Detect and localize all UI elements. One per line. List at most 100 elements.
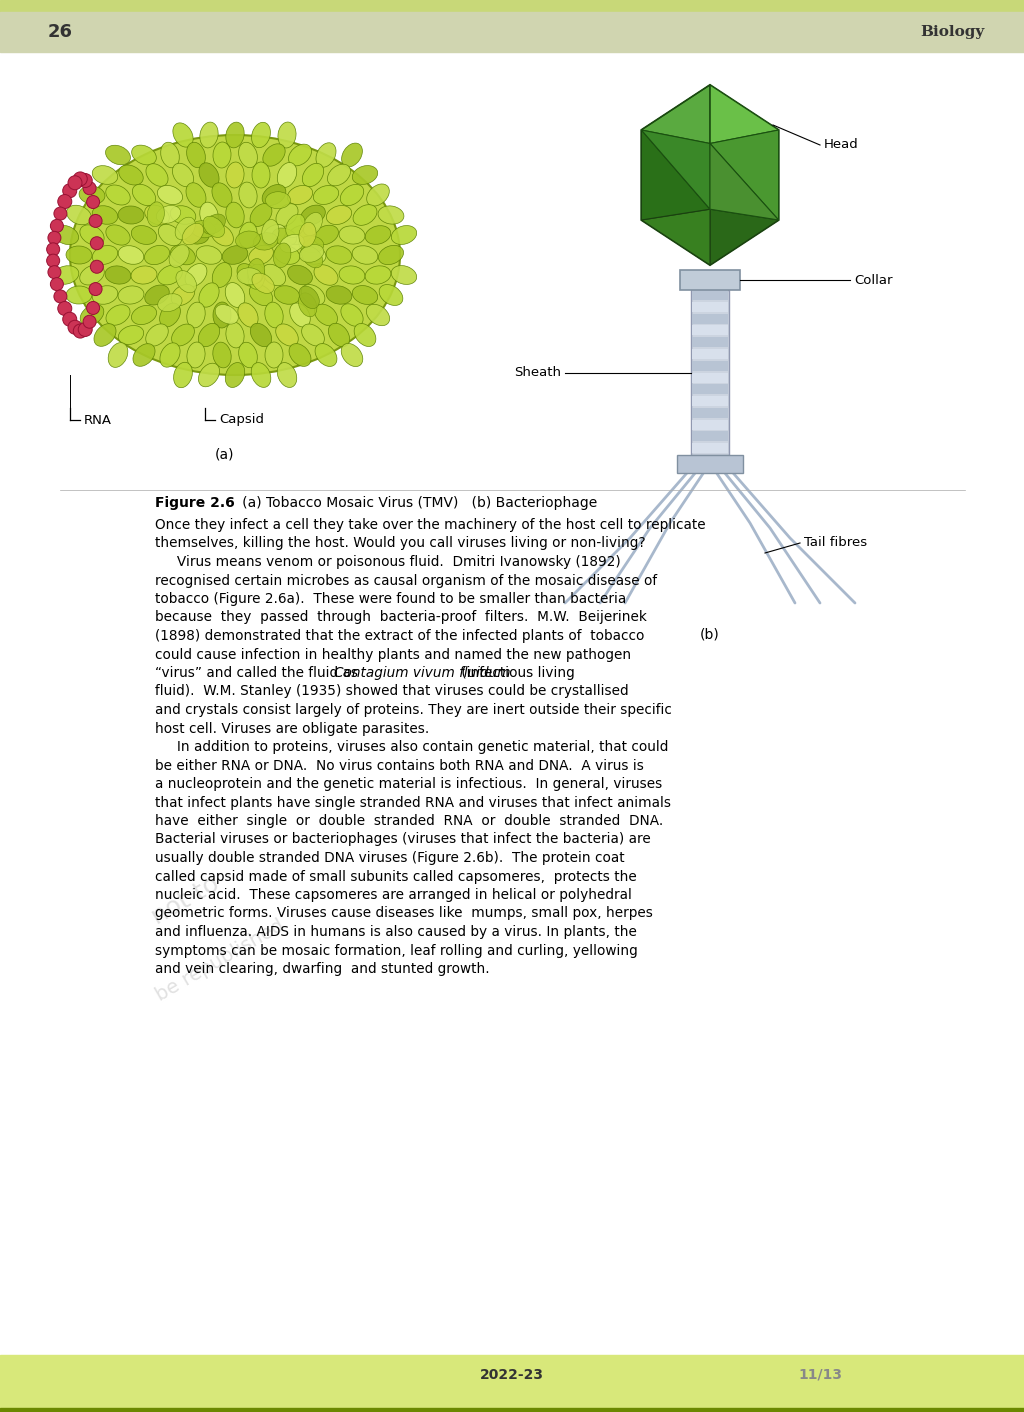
Ellipse shape [274,246,300,264]
Ellipse shape [182,223,204,244]
Ellipse shape [378,206,403,225]
Ellipse shape [160,343,180,367]
Text: Tail fibres: Tail fibres [804,537,867,549]
Text: not to: not to [147,871,223,929]
Ellipse shape [379,285,402,305]
Text: (a) Tobacco Mosaic Virus (TMV)   (b) Bacteriophage: (a) Tobacco Mosaic Virus (TMV) (b) Bacte… [229,496,597,510]
Ellipse shape [147,202,165,227]
Ellipse shape [275,203,298,226]
Ellipse shape [340,185,364,206]
Ellipse shape [92,246,118,264]
Ellipse shape [145,323,168,346]
Polygon shape [641,130,710,220]
Ellipse shape [391,265,417,284]
Ellipse shape [300,246,326,264]
Ellipse shape [252,273,274,294]
Text: have  either  single  or  double  stranded  RNA  or  double  stranded  DNA.: have either single or double stranded RN… [155,813,664,827]
Bar [0,11,1024,52]
Ellipse shape [119,326,143,345]
Bar [677,455,743,473]
Ellipse shape [199,282,219,308]
Ellipse shape [200,202,218,227]
Ellipse shape [342,143,362,167]
Text: symptoms can be mosaic formation, leaf rolling and curling, yellowing: symptoms can be mosaic formation, leaf r… [155,943,638,957]
Circle shape [90,237,103,250]
Ellipse shape [199,162,219,188]
Circle shape [83,182,96,195]
Ellipse shape [172,325,195,346]
Bar [692,373,728,383]
Polygon shape [641,85,778,265]
Text: Virus means venom or poisonous fluid.  Dmitri Ivanowsky (1892): Virus means venom or poisonous fluid. Dm… [155,555,621,569]
Ellipse shape [79,186,104,205]
Text: tobacco (Figure 2.6a).  These were found to be smaller than bacteria: tobacco (Figure 2.6a). These were found … [155,592,627,606]
Polygon shape [641,85,710,144]
Ellipse shape [225,202,244,227]
Ellipse shape [131,265,157,284]
Ellipse shape [252,123,270,148]
Ellipse shape [299,236,324,253]
Text: Contagium vivum fluidum: Contagium vivum fluidum [334,666,510,681]
Circle shape [54,289,67,304]
Circle shape [78,174,92,188]
Bar [692,313,728,323]
Ellipse shape [132,185,156,206]
Ellipse shape [158,265,182,285]
Ellipse shape [131,226,157,244]
Ellipse shape [236,232,260,249]
Ellipse shape [265,342,283,369]
Ellipse shape [176,271,197,292]
Ellipse shape [299,244,324,263]
Circle shape [47,254,59,267]
Bar [0,0,1024,11]
Ellipse shape [288,265,312,285]
Ellipse shape [80,305,103,326]
Polygon shape [710,144,778,220]
Ellipse shape [146,164,168,186]
Ellipse shape [329,323,349,347]
Text: and influenza. AIDS in humans is also caused by a virus. In plants, the: and influenza. AIDS in humans is also ca… [155,925,637,939]
Circle shape [57,195,72,209]
Ellipse shape [92,285,118,304]
Ellipse shape [272,227,297,246]
Circle shape [68,321,82,335]
Ellipse shape [238,302,258,328]
Circle shape [89,282,102,295]
Ellipse shape [237,268,262,285]
Ellipse shape [298,292,316,316]
Ellipse shape [175,217,196,240]
Ellipse shape [262,225,286,246]
Ellipse shape [341,343,362,367]
Ellipse shape [301,285,325,305]
Bar [692,349,728,359]
Ellipse shape [353,205,377,226]
Text: geometric forms. Viruses cause diseases like  mumps, small pox, herpes: geometric forms. Viruses cause diseases … [155,907,653,921]
Ellipse shape [275,323,298,346]
Text: be either RNA or DNA.  No virus contains both RNA and DNA.  A virus is: be either RNA or DNA. No virus contains … [155,758,644,772]
Text: 11/13: 11/13 [798,1368,842,1382]
Ellipse shape [354,323,376,346]
Ellipse shape [239,342,257,367]
Bar [692,360,728,371]
Ellipse shape [252,162,270,188]
Ellipse shape [248,258,265,284]
Ellipse shape [299,287,319,309]
Text: Biology: Biology [921,25,985,40]
Ellipse shape [301,205,326,225]
Polygon shape [710,209,778,265]
Ellipse shape [105,225,130,246]
Ellipse shape [352,165,378,185]
Polygon shape [641,130,710,209]
Ellipse shape [339,226,365,244]
Text: Once they infect a cell they take over the machinery of the host cell to replica: Once they infect a cell they take over t… [155,518,706,532]
Ellipse shape [66,287,92,304]
Text: Capsid: Capsid [219,414,264,426]
Circle shape [78,322,92,336]
Bar [692,384,728,394]
Ellipse shape [161,143,179,168]
Polygon shape [641,209,710,265]
Text: could cause infection in healthy plants and named the new pathogen: could cause infection in healthy plants … [155,648,631,661]
Text: themselves, killing the host. Would you call viruses living or non-living?: themselves, killing the host. Would you … [155,537,645,551]
Ellipse shape [250,323,271,347]
Text: Sheath: Sheath [514,366,561,378]
